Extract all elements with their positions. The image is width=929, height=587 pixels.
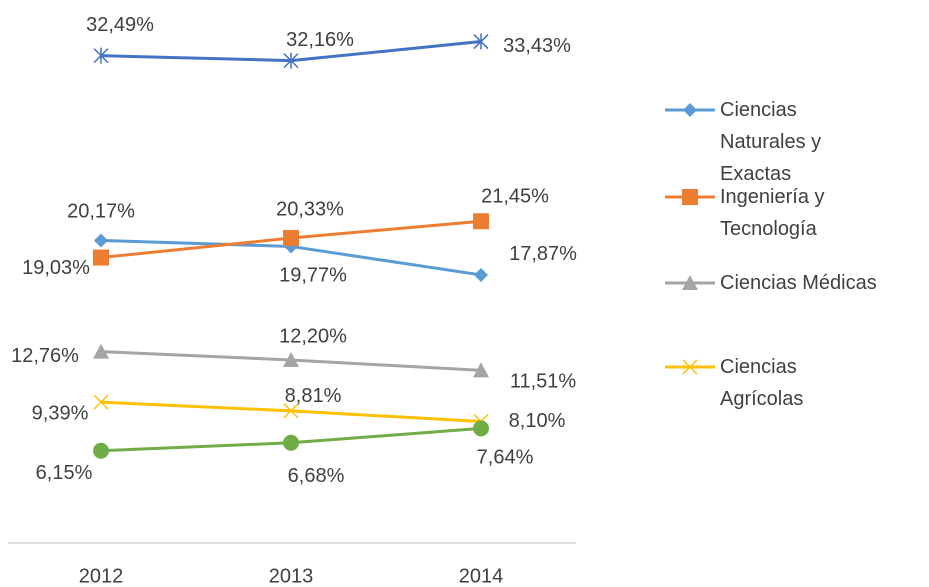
data-label: 6,68% xyxy=(288,465,345,487)
data-label: 9,39% xyxy=(32,402,89,424)
data-point xyxy=(93,394,109,410)
data-point xyxy=(283,403,299,419)
data-label: 7,64% xyxy=(477,447,534,469)
data-label: 19,77% xyxy=(279,265,347,287)
legend-label: Ingeniería y Tecnología xyxy=(720,186,825,240)
data-label: 6,15% xyxy=(36,462,93,484)
x-tick-label: 2012 xyxy=(79,565,124,587)
data-point xyxy=(93,442,109,459)
data-label: 12,76% xyxy=(11,345,79,367)
data-label: 20,33% xyxy=(276,198,344,220)
data-point xyxy=(94,233,108,248)
legend-marker xyxy=(682,189,698,205)
data-point xyxy=(473,33,489,50)
data-point xyxy=(473,420,489,437)
data-point xyxy=(283,352,299,367)
data-label: 32,49% xyxy=(86,14,154,36)
data-point xyxy=(93,47,109,64)
data-point xyxy=(473,213,489,230)
legend-marker xyxy=(683,103,697,117)
data-point xyxy=(93,249,109,266)
data-point xyxy=(283,52,299,69)
data-point xyxy=(283,434,299,451)
data-label: 21,45% xyxy=(481,186,549,208)
data-point xyxy=(93,343,109,359)
legend-marker xyxy=(682,275,698,290)
x-tick-label: 2013 xyxy=(269,565,314,587)
legend-label: Ciencias Agrícolas xyxy=(720,356,804,410)
legend-marker xyxy=(682,359,698,375)
legend-label: Ciencias Médicas xyxy=(720,272,877,294)
data-label: 32,16% xyxy=(286,29,354,51)
data-point xyxy=(474,267,488,282)
data-label: 8,10% xyxy=(509,410,566,432)
data-label: 20,17% xyxy=(67,201,135,223)
data-point xyxy=(283,230,299,247)
data-label: 19,03% xyxy=(22,257,90,279)
data-point xyxy=(473,362,489,378)
legend-label: Ciencias Naturales y Exactas xyxy=(720,99,822,185)
data-label: 33,43% xyxy=(503,35,571,57)
data-label: 17,87% xyxy=(509,243,577,265)
data-label: 12,20% xyxy=(279,325,347,347)
data-label: 8,81% xyxy=(285,385,342,407)
data-label: 11,51% xyxy=(510,371,577,393)
x-tick-label: 2014 xyxy=(459,565,504,587)
